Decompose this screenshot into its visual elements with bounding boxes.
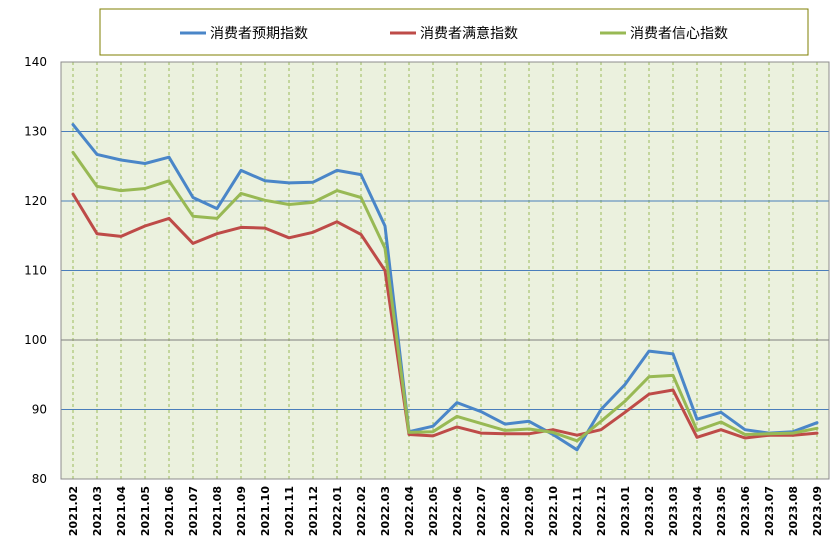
y-tick-label: 110 (24, 264, 47, 278)
x-tick-label: 2021.06 (163, 486, 176, 536)
x-tick-label: 2023.05 (715, 486, 728, 536)
legend-box (99, 8, 809, 56)
x-tick-label: 2023.03 (667, 486, 680, 536)
x-axis-tick-labels: 2021.02 2021.03 2021.04 2021.05 2021.06 2021.… (67, 486, 824, 536)
y-tick-label: 120 (24, 194, 47, 208)
x-tick-label: 2022.07 (475, 486, 488, 536)
x-tick-label: 2023.06 (739, 486, 752, 536)
x-tick-label: 2021.10 (259, 486, 272, 536)
x-tick-label: 2021.12 (307, 486, 320, 536)
x-tick-label: 2023.08 (787, 486, 800, 536)
x-tick-label: 2023.01 (619, 486, 632, 536)
legend-entry: 消费者预期指数 (210, 26, 308, 42)
x-tick-label: 2021.07 (187, 486, 200, 536)
x-tick-label: 2021.11 (283, 486, 296, 536)
x-tick-label: 2022.11 (571, 486, 584, 536)
x-tick-label: 2022.09 (523, 486, 536, 536)
x-tick-label: 2021.02 (67, 486, 80, 536)
x-tick-label: 2022.12 (595, 486, 608, 536)
x-tick-label: 2021.08 (211, 486, 224, 536)
x-tick-label: 2022.03 (379, 486, 392, 536)
series-lines (71, 123, 819, 452)
plot-border (60, 61, 830, 480)
horizontal-gridlines (61, 131, 829, 410)
x-tick-label: 2023.07 (763, 486, 776, 536)
x-tick-label: 2023.04 (691, 486, 704, 536)
x-tick-label: 2021.05 (139, 486, 152, 536)
legend: 消费者预期指数 消费者满意指数 消费者信心指数 (99, 8, 809, 56)
y-tick-label: 90 (32, 403, 47, 417)
x-tick-label: 2022.04 (403, 486, 416, 536)
series-line (71, 192, 819, 440)
x-tick-label: 2022.06 (451, 486, 464, 536)
legend-entry: 消费者信心指数 (630, 26, 728, 42)
legend-entry: 消费者满意指数 (420, 25, 518, 42)
x-tick-label: 2021.04 (115, 486, 128, 536)
x-tick-label: 2023.02 (643, 486, 656, 536)
y-tick-label: 130 (24, 125, 47, 139)
x-tick-label: 2022.02 (355, 486, 368, 536)
x-tick-label: 2023.09 (811, 486, 824, 536)
x-tick-label: 2021.03 (91, 486, 104, 536)
y-tick-label: 140 (24, 55, 47, 69)
y-tick-label: 100 (24, 333, 47, 347)
series-line (71, 123, 819, 452)
y-tick-label: 80 (32, 472, 47, 486)
x-tick-label: 2022.01 (331, 486, 344, 536)
x-tick-label: 2021.09 (235, 486, 248, 536)
x-tick-label: 2022.08 (499, 486, 512, 536)
y-axis-tick-labels: 80 90 100 110 120 130 140 (24, 55, 47, 486)
x-tick-label: 2022.05 (427, 486, 440, 536)
series-line (71, 150, 819, 443)
x-tick-label: 2022.10 (547, 486, 560, 536)
